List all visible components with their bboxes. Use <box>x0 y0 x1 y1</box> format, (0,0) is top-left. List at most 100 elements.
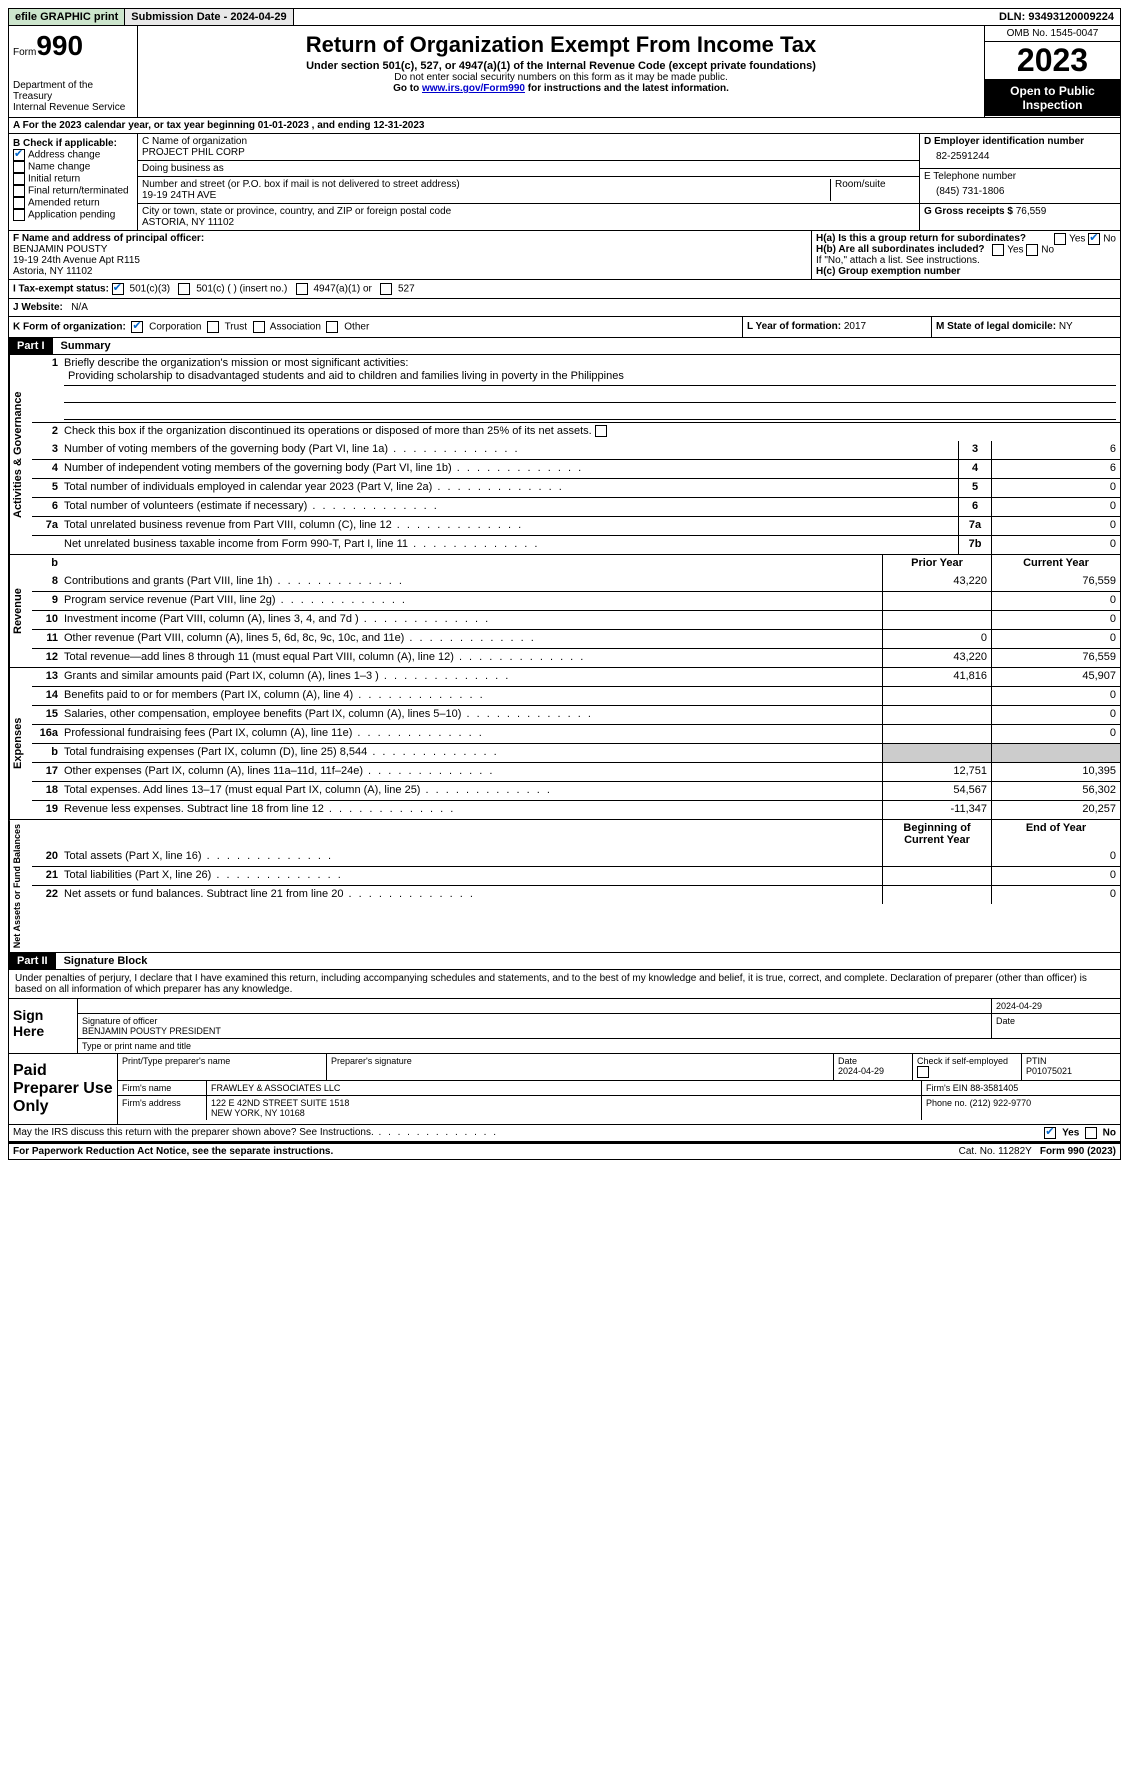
year-formation: 2017 <box>844 321 866 332</box>
current-value: 45,907 <box>991 668 1120 686</box>
check-final-return[interactable] <box>13 185 25 197</box>
summary-line: Total unrelated business revenue from Pa… <box>60 517 958 535</box>
org-name-label: C Name of organization <box>142 136 915 147</box>
discuss-no[interactable] <box>1085 1127 1097 1139</box>
prior-value: -11,347 <box>882 801 991 819</box>
vlabel-netassets: Net Assets or Fund Balances <box>9 820 32 952</box>
website-label: J Website: <box>13 302 63 313</box>
org-name: PROJECT PHIL CORP <box>142 147 915 158</box>
firm-addr-label: Firm's address <box>118 1096 207 1120</box>
current-value: 0 <box>991 687 1120 705</box>
check-501c3[interactable] <box>112 283 124 295</box>
prior-value <box>882 611 991 629</box>
summary-value: 6 <box>991 460 1120 478</box>
ssn-notice: Do not enter social security numbers on … <box>142 72 980 83</box>
current-year-label: Current Year <box>991 555 1120 573</box>
form-subtitle: Under section 501(c), 527, or 4947(a)(1)… <box>142 60 980 72</box>
gross-receipts-value: 76,559 <box>1016 206 1047 217</box>
mission-text: Providing scholarship to disadvantaged s… <box>64 369 1116 386</box>
summary-line: Program service revenue (Part VIII, line… <box>60 592 882 610</box>
city-value: ASTORIA, NY 11102 <box>142 217 915 228</box>
check-name-change[interactable] <box>13 161 25 173</box>
ein-label: D Employer identification number <box>924 136 1116 147</box>
discuss-yes[interactable] <box>1044 1127 1056 1139</box>
irs-link[interactable]: www.irs.gov/Form990 <box>422 83 525 94</box>
form-title: Return of Organization Exempt From Incom… <box>142 32 980 58</box>
current-value: 0 <box>991 706 1120 724</box>
prior-value <box>882 592 991 610</box>
current-value: 56,302 <box>991 782 1120 800</box>
check-initial-return[interactable] <box>13 173 25 185</box>
check-assoc[interactable] <box>253 321 265 333</box>
summary-value: 6 <box>991 441 1120 459</box>
summary-line: Net assets or fund balances. Subtract li… <box>60 886 882 904</box>
phone-label: E Telephone number <box>924 171 1116 182</box>
begin-year-label: Beginning of Current Year <box>882 820 991 848</box>
sign-here-label: Sign Here <box>9 999 78 1053</box>
check-other[interactable] <box>326 321 338 333</box>
irs-label: Internal Revenue Service <box>13 102 133 113</box>
check-trust[interactable] <box>207 321 219 333</box>
check-amended[interactable] <box>13 197 25 209</box>
officer-addr1: 19-19 24th Avenue Apt R115 <box>13 255 807 266</box>
top-bar: efile GRAPHIC print Submission Date - 20… <box>8 8 1121 26</box>
hb-no[interactable] <box>1026 244 1038 256</box>
check-self-employed[interactable] <box>917 1066 929 1078</box>
submission-date: Submission Date - 2024-04-29 <box>125 9 293 25</box>
ha-yes[interactable] <box>1054 233 1066 245</box>
summary-line: Contributions and grants (Part VIII, lin… <box>60 573 882 591</box>
prior-value: 41,816 <box>882 668 991 686</box>
ein-value: 82-2591244 <box>924 147 1116 166</box>
check-corp[interactable] <box>131 321 143 333</box>
officer-addr2: Astoria, NY 11102 <box>13 266 807 277</box>
prior-value <box>882 725 991 743</box>
vlabel-governance: Activities & Governance <box>9 355 32 554</box>
prior-year-label: Prior Year <box>882 555 991 573</box>
check-4947[interactable] <box>296 283 308 295</box>
current-value: 0 <box>991 630 1120 648</box>
summary-line: Professional fundraising fees (Part IX, … <box>60 725 882 743</box>
current-value: 0 <box>991 848 1120 866</box>
firm-name-label: Firm's name <box>118 1081 207 1095</box>
part1-label: Part I <box>9 338 53 354</box>
line2-text: Check this box if the organization disco… <box>60 423 1120 441</box>
current-value: 76,559 <box>991 573 1120 591</box>
summary-line: Other expenses (Part IX, column (A), lin… <box>60 763 882 781</box>
summary-value: 0 <box>991 536 1120 554</box>
box-c-identity: C Name of organization PROJECT PHIL CORP… <box>138 134 920 230</box>
paid-preparer-block: Paid Preparer Use Only Print/Type prepar… <box>8 1054 1121 1125</box>
tax-year: 2023 <box>985 42 1120 80</box>
check-app-pending[interactable] <box>13 209 25 221</box>
prep-date: 2024-04-29 <box>838 1066 884 1076</box>
summary-line: Other revenue (Part VIII, column (A), li… <box>60 630 882 648</box>
part1-title: Summary <box>53 338 1120 354</box>
vlabel-expenses: Expenses <box>9 668 32 819</box>
room-suite-label: Room/suite <box>830 179 915 201</box>
street-value: 19-19 24TH AVE <box>142 190 830 201</box>
firm-ein: 88-3581405 <box>970 1083 1018 1093</box>
current-value: 0 <box>991 867 1120 885</box>
check-address-change[interactable] <box>13 149 25 161</box>
city-label: City or town, state or province, country… <box>142 206 915 217</box>
page-footer: For Paperwork Reduction Act Notice, see … <box>8 1142 1121 1160</box>
summary-value: 0 <box>991 479 1120 497</box>
prior-value: 54,567 <box>882 782 991 800</box>
end-year-label: End of Year <box>991 820 1120 848</box>
summary-line: Grants and similar amounts paid (Part IX… <box>60 668 882 686</box>
hb-label: H(b) Are all subordinates included? <box>816 244 985 255</box>
prior-value <box>882 687 991 705</box>
summary-line: Total number of volunteers (estimate if … <box>60 498 958 516</box>
check-discontinued[interactable] <box>595 425 607 437</box>
officer-name: BENJAMIN POUSTY <box>13 244 807 255</box>
summary-netassets: Net Assets or Fund Balances Beginning of… <box>9 820 1120 952</box>
check-501c[interactable] <box>178 283 190 295</box>
firm-addr1: 122 E 42ND STREET SUITE 1518 <box>211 1098 349 1108</box>
open-inspection: Open to Public Inspection <box>985 80 1120 116</box>
identity-block: B Check if applicable: Address change Na… <box>8 134 1121 231</box>
summary-line: Total expenses. Add lines 13–17 (must eq… <box>60 782 882 800</box>
check-527[interactable] <box>380 283 392 295</box>
ha-no[interactable] <box>1088 233 1100 245</box>
hb-yes[interactable] <box>992 244 1004 256</box>
current-value: 0 <box>991 611 1120 629</box>
summary-line: Benefits paid to or for members (Part IX… <box>60 687 882 705</box>
